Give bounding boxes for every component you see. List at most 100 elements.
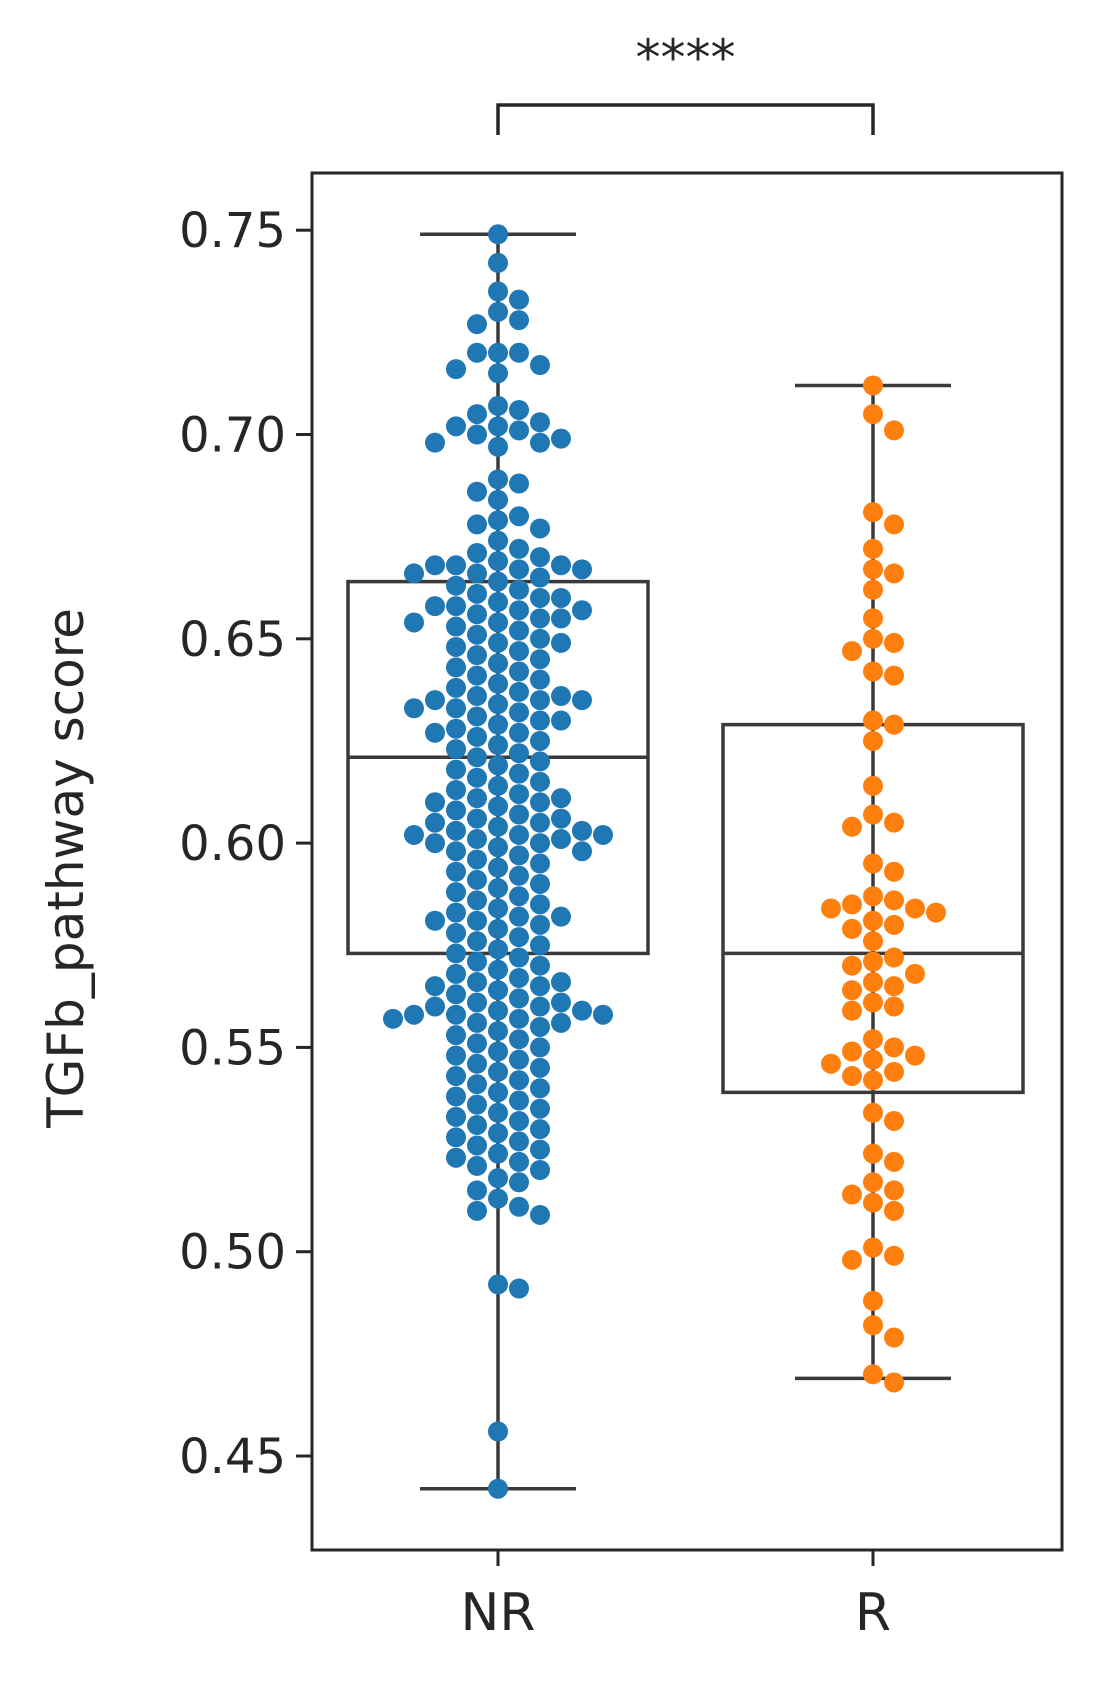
data-point-nr: [425, 722, 445, 743]
y-tick-label: 0.70: [179, 408, 286, 464]
data-point-r: [863, 538, 883, 559]
data-point-nr: [467, 481, 487, 502]
data-point-nr: [488, 1188, 508, 1209]
data-point-nr: [530, 1037, 550, 1058]
data-point-r: [926, 902, 946, 923]
data-point-nr: [572, 600, 592, 621]
data-point-nr: [488, 796, 508, 817]
data-point-nr: [551, 808, 571, 829]
data-point-nr: [509, 1131, 529, 1152]
data-point-nr: [509, 1029, 529, 1050]
data-point-nr: [530, 1078, 550, 1099]
data-point-r: [884, 1327, 904, 1348]
data-point-nr: [551, 686, 571, 707]
data-point-r: [884, 1110, 904, 1131]
data-point-r: [863, 1029, 883, 1050]
data-point-nr: [467, 992, 487, 1013]
data-point-nr: [446, 800, 466, 821]
data-point-r: [884, 632, 904, 653]
data-point-r: [863, 1102, 883, 1123]
data-point-nr: [530, 771, 550, 792]
data-point-nr: [509, 967, 529, 988]
data-point-nr: [530, 432, 550, 453]
data-point-r: [842, 1184, 862, 1205]
data-point-r: [842, 1249, 862, 1270]
data-point-nr: [488, 980, 508, 1001]
data-point-nr: [467, 404, 487, 425]
data-point-nr: [467, 706, 487, 727]
data-point-nr: [509, 886, 529, 907]
data-point-nr: [572, 1000, 592, 1021]
data-point-nr: [509, 473, 529, 494]
data-point-nr: [509, 1278, 529, 1299]
data-point-nr: [509, 947, 529, 968]
data-point-nr: [488, 416, 508, 437]
data-point-nr: [446, 718, 466, 739]
data-point-nr: [446, 902, 466, 923]
data-point-nr: [593, 1004, 613, 1025]
data-point-nr: [509, 681, 529, 702]
data-point-nr: [488, 592, 508, 613]
data-point-nr: [446, 759, 466, 780]
plot-frame: [310, 171, 1064, 1552]
data-point-r: [884, 1372, 904, 1393]
data-point-nr: [446, 1025, 466, 1046]
data-point-nr: [467, 931, 487, 952]
data-point-nr: [488, 898, 508, 919]
data-point-nr: [467, 342, 487, 363]
data-point-nr: [404, 563, 424, 584]
data-point-nr: [467, 314, 487, 335]
data-point-r: [863, 608, 883, 629]
data-point-nr: [446, 555, 466, 576]
data-point-nr: [509, 906, 529, 927]
data-point-nr: [488, 224, 508, 245]
data-point-r: [863, 1070, 883, 1091]
data-point-nr: [467, 686, 487, 707]
data-point-nr: [467, 514, 487, 535]
data-point-nr: [446, 882, 466, 903]
data-point-r: [863, 972, 883, 993]
data-point-nr: [530, 1204, 550, 1225]
data-point-nr: [530, 792, 550, 813]
data-point-nr: [467, 910, 487, 931]
data-point-nr: [404, 824, 424, 845]
data-point-nr: [467, 563, 487, 584]
data-point-nr: [509, 1172, 529, 1193]
data-point-r: [842, 816, 862, 837]
data-point-r: [863, 853, 883, 874]
data-point-nr: [425, 976, 445, 997]
data-point-nr: [509, 420, 529, 441]
data-point-nr: [446, 359, 466, 380]
data-point-r: [884, 665, 904, 686]
data-point-nr: [446, 943, 466, 964]
data-point-nr: [551, 608, 571, 629]
data-point-nr: [467, 726, 487, 747]
data-point-nr: [467, 624, 487, 645]
data-point-r: [905, 963, 925, 984]
data-point-nr: [509, 399, 529, 420]
data-point-nr: [509, 559, 529, 580]
data-point-r: [884, 812, 904, 833]
data-point-nr: [467, 890, 487, 911]
data-point-r: [842, 1000, 862, 1021]
data-point-nr: [530, 710, 550, 731]
data-point-nr: [446, 1045, 466, 1066]
data-point-nr: [488, 1421, 508, 1442]
data-point-r: [905, 1045, 925, 1066]
data-point-nr: [488, 1000, 508, 1021]
data-point-nr: [446, 698, 466, 719]
data-point-r: [863, 710, 883, 731]
data-point-nr: [488, 1274, 508, 1295]
data-point-nr: [425, 812, 445, 833]
data-point-r: [863, 951, 883, 972]
data-point-nr: [446, 963, 466, 984]
data-point-r: [842, 641, 862, 662]
data-point-nr: [509, 784, 529, 805]
data-point-r: [842, 980, 862, 1001]
x-axis: NR R: [460, 1550, 891, 1643]
data-point-nr: [446, 596, 466, 617]
data-point-nr: [446, 616, 466, 637]
data-point-r: [863, 628, 883, 649]
data-point-nr: [530, 1139, 550, 1160]
